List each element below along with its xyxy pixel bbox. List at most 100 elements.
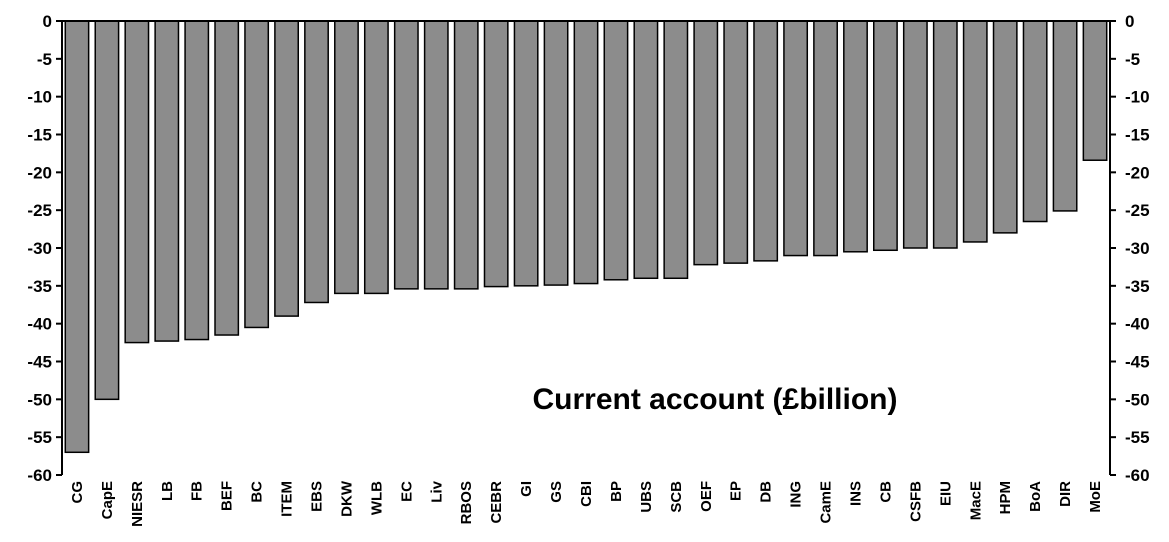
category-label: UBS <box>638 481 655 513</box>
category-label: DB <box>758 481 775 503</box>
bar-rbos <box>453 20 479 290</box>
category-label: CSFB <box>907 481 924 522</box>
right-tick-label: -5 <box>1125 50 1140 69</box>
bar-gi <box>513 20 539 287</box>
chart-title: Current account (£billion) <box>532 383 897 416</box>
bar-liv <box>423 20 449 290</box>
bar-lb <box>154 20 180 342</box>
category-labels-group: CG CapE NIESR LB FB BEF BC ITEM EBS DKW WLB EC Liv RB… <box>69 480 1104 527</box>
category-label: NIESR <box>129 481 146 527</box>
category-label: CEBR <box>488 481 505 524</box>
bar-came <box>813 20 838 257</box>
category-label: GS <box>548 481 565 503</box>
right-tick-label: -35 <box>1125 277 1150 296</box>
category-label: ING <box>788 481 805 508</box>
left-tick-label: 0 <box>43 12 52 31</box>
right-tick-label: 0 <box>1125 12 1134 31</box>
right-tick-label: -50 <box>1125 390 1150 409</box>
category-label: INS <box>847 481 864 506</box>
category-label: CamE <box>818 481 835 524</box>
left-tick-label: -60 <box>27 466 52 485</box>
category-label: CBI <box>578 481 595 507</box>
bar-oef <box>693 20 719 266</box>
right-tick-label: -60 <box>1125 466 1150 485</box>
left-tick-label: -55 <box>27 428 52 447</box>
left-tick-label: -50 <box>27 390 52 409</box>
category-label: HPM <box>997 481 1014 514</box>
category-label: DIR <box>1057 481 1074 507</box>
right-tick-label: -40 <box>1125 315 1150 334</box>
bar-dkw <box>334 20 359 295</box>
category-label: EC <box>398 481 415 502</box>
bar-bp <box>603 20 629 281</box>
bar-wlb <box>363 20 389 295</box>
bar-ep <box>723 20 749 264</box>
left-tick-label: -20 <box>27 163 52 182</box>
category-label: FB <box>189 481 206 501</box>
category-label: SCB <box>668 481 685 513</box>
bar-eiu <box>932 20 958 249</box>
bar-ing <box>783 20 809 257</box>
bar-ins <box>843 20 868 253</box>
bar-bef <box>214 20 240 336</box>
category-label: WLB <box>368 481 385 515</box>
bar-scb <box>663 20 689 280</box>
bar-cg <box>64 20 90 454</box>
ticks-group: 0 0 -5 -5 -10 -10 -15 -15 -20 -20 -25 -25 -30 -30 -35 -… <box>27 12 1149 485</box>
category-label: DKW <box>338 480 355 517</box>
bar-boa <box>1022 20 1048 223</box>
right-tick-label: -30 <box>1125 239 1150 258</box>
bar-gs <box>543 20 569 286</box>
category-label: BP <box>608 481 625 502</box>
right-tick-label: -45 <box>1125 353 1150 372</box>
category-label: MacE <box>967 481 984 520</box>
left-tick-label: -15 <box>27 126 52 145</box>
bar-cebr <box>483 20 509 288</box>
left-tick-label: -45 <box>27 353 52 372</box>
category-label: Liv <box>428 480 445 502</box>
category-label: BoA <box>1027 481 1044 512</box>
bar-cbi <box>573 20 599 285</box>
left-tick-label: -30 <box>27 239 52 258</box>
right-tick-label: -10 <box>1125 88 1150 107</box>
bar-cb <box>873 20 898 252</box>
left-tick-label: -10 <box>27 88 52 107</box>
right-tick-label: -25 <box>1125 201 1150 220</box>
category-label: LB <box>159 481 176 501</box>
bar-dir <box>1052 20 1078 212</box>
right-tick-label: -15 <box>1125 126 1150 145</box>
bar-niesr <box>124 20 150 344</box>
category-label: EIU <box>937 481 954 506</box>
left-tick-label: -40 <box>27 315 52 334</box>
bar-bc <box>244 20 270 329</box>
category-label: CB <box>877 481 894 503</box>
bars-group <box>64 20 1108 454</box>
bar-db <box>753 20 779 262</box>
left-tick-label: -5 <box>37 50 52 69</box>
right-tick-label: -20 <box>1125 163 1150 182</box>
bar-hpm <box>992 20 1018 234</box>
bar-mace <box>962 20 988 243</box>
bar-ec <box>393 20 419 290</box>
category-label: ITEM <box>279 481 296 517</box>
bar-item <box>274 20 300 317</box>
bar-fb <box>184 20 210 341</box>
category-label: BEF <box>219 481 236 511</box>
category-label: EP <box>728 481 745 501</box>
right-tick-label: -55 <box>1125 428 1150 447</box>
category-label: EBS <box>309 481 326 512</box>
left-tick-label: -35 <box>27 277 52 296</box>
category-label: GI <box>518 481 535 497</box>
bar-ebs <box>304 20 329 304</box>
left-tick-label: -25 <box>27 201 52 220</box>
category-label: MoE <box>1087 481 1104 513</box>
bar-ubs <box>633 20 659 280</box>
bar-cape <box>94 20 120 401</box>
category-label: BC <box>249 481 266 503</box>
bar-csfb <box>902 20 928 249</box>
category-label: RBOS <box>458 481 475 524</box>
category-label: CG <box>69 481 86 504</box>
category-label: CapE <box>99 481 116 519</box>
bar-moe <box>1082 20 1108 161</box>
